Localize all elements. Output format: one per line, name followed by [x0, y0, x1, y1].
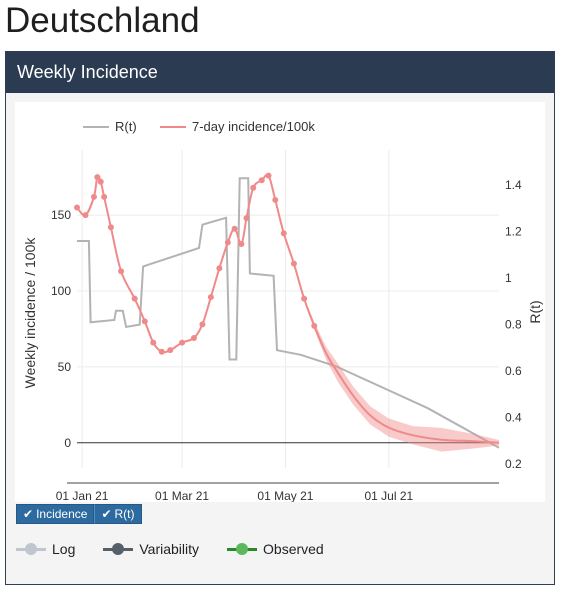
display-mode-legend: Log Variability Observed	[16, 541, 352, 557]
y2-axis-title: R(t)	[527, 300, 543, 323]
log-mode-label: Log	[52, 541, 76, 557]
x-tick-label: 01 Jul 21	[364, 489, 413, 502]
y2-tick-label: 1.4	[505, 178, 522, 192]
incidence-data-point	[94, 174, 101, 181]
incidence-data-point	[107, 224, 114, 231]
incidence-data-point	[311, 322, 318, 329]
incidence-data-point	[74, 204, 80, 211]
log-mode-toggle[interactable]: Log	[16, 541, 75, 557]
y2-tick-label: 1	[505, 271, 512, 285]
page-title: Deutschland	[5, 1, 200, 40]
y2-tick-label: 0.8	[505, 318, 522, 332]
incidence-data-point	[167, 347, 174, 354]
observed-line-icon	[227, 543, 258, 555]
legend-rt-label: R(t)	[115, 119, 137, 134]
y2-tick-label: 0.2	[505, 457, 522, 471]
incidence-data-point	[101, 193, 108, 200]
weekly-incidence-card: Weekly Incidence 0 50 100 150 0.2 0.4 0.6 0.8 1 1…	[5, 51, 555, 585]
incidence-data-point	[207, 294, 214, 301]
y2-tick-label: 0.6	[505, 364, 522, 378]
x-tick-label: 01 Jan 21	[56, 489, 109, 502]
incidence-data-point	[224, 239, 231, 246]
y2-tick-label: 1.2	[505, 225, 522, 239]
y-axis-title: Weekly incidence / 100k	[22, 237, 38, 389]
x-tick-label: 01 May 21	[257, 489, 313, 502]
observed-mode-toggle[interactable]: Observed	[227, 541, 324, 557]
series-toggle-group: ✔ Incidence ✔ R(t)	[16, 504, 142, 524]
incidence-toggle-label: Incidence	[36, 507, 88, 521]
incidence-data-point	[272, 196, 279, 203]
incidence-chart: 0 50 100 150 0.2 0.4 0.6 0.8 1 1.2 1.4 01 Jan 21 01 …	[22, 119, 543, 502]
incidence-data-point	[258, 177, 265, 184]
incidence-data-point	[290, 260, 297, 267]
incidence-data-point	[118, 268, 125, 275]
y2-tick-label: 0.4	[505, 411, 522, 425]
incidence-data-point	[82, 212, 89, 219]
observed-mode-label: Observed	[263, 541, 324, 557]
variability-line-icon	[103, 543, 134, 555]
incidence-data-point	[179, 339, 186, 346]
y-tick-label: 150	[51, 208, 71, 222]
legend-incidence-label: 7-day incidence/100k	[192, 119, 315, 134]
incidence-data-point	[90, 193, 97, 200]
incidence-data-point	[190, 335, 197, 342]
incidence-data-point	[216, 265, 223, 272]
incidence-data-point	[238, 240, 245, 247]
chart-panel: 0 50 100 150 0.2 0.4 0.6 0.8 1 1.2 1.4 01 Jan 21 01 …	[15, 102, 545, 502]
check-icon: ✔	[23, 507, 34, 521]
x-tick-label: 01 Mar 21	[155, 489, 209, 502]
card-header: Weekly Incidence	[6, 52, 554, 93]
y-tick-label: 50	[58, 360, 72, 374]
incidence-data-point	[141, 318, 148, 325]
incidence-data-point	[265, 172, 272, 179]
incidence-data-point	[301, 295, 308, 302]
check-icon: ✔	[101, 507, 112, 521]
incidence-data-point	[280, 230, 287, 237]
rt-toggle-button[interactable]: ✔ R(t)	[94, 504, 142, 524]
incidence-data-point	[199, 321, 206, 328]
incidence-data-point	[150, 339, 157, 346]
incidence-data-point	[231, 225, 238, 232]
incidence-data-point	[243, 215, 250, 222]
incidence-data-point	[158, 348, 165, 355]
incidence-data-point	[131, 295, 138, 302]
incidence-data-point	[97, 178, 104, 185]
y-tick-label: 100	[51, 284, 71, 298]
log-line-icon	[16, 543, 46, 555]
rt-toggle-label: R(t)	[114, 507, 135, 521]
incidence-toggle-button[interactable]: ✔ Incidence	[16, 504, 95, 524]
variability-mode-toggle[interactable]: Variability	[103, 541, 199, 557]
rt-series-line	[77, 177, 500, 449]
variability-mode-label: Variability	[139, 541, 200, 557]
y-tick-label: 0	[64, 436, 71, 450]
incidence-data-point	[250, 184, 257, 191]
